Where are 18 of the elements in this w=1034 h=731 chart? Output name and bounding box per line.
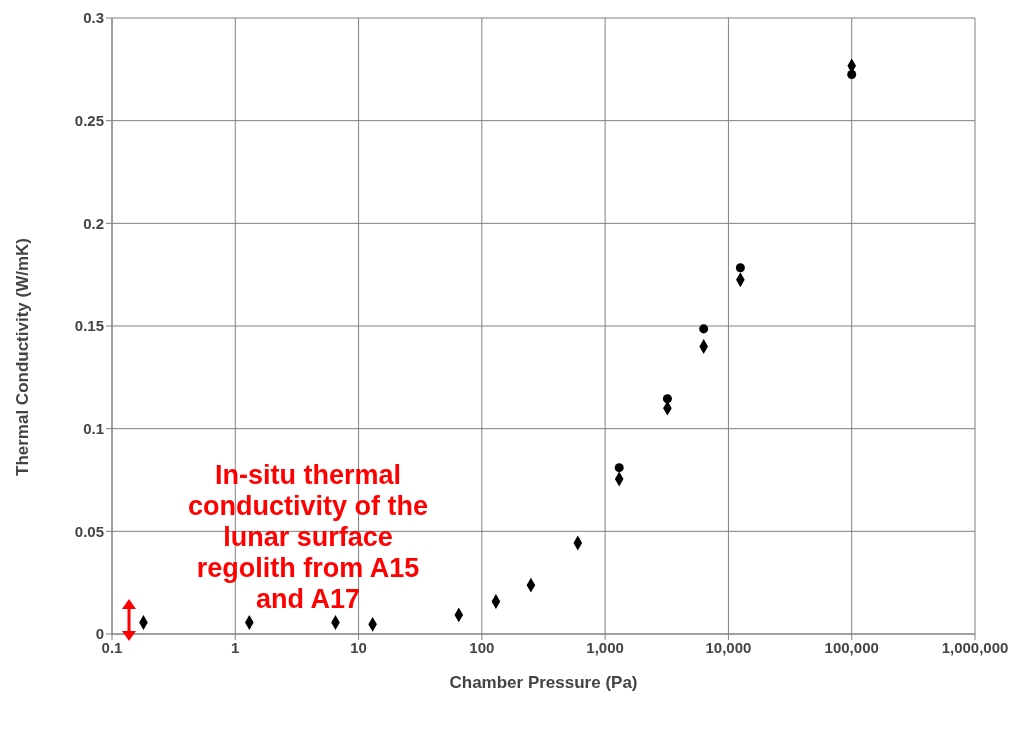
- y-tick-label: 0.3: [83, 9, 104, 27]
- x-tick-label: 100: [469, 638, 495, 656]
- x-tick-label: 10,000: [705, 638, 752, 656]
- x-tick-label: 10: [350, 638, 367, 656]
- y-tick-label: 0.25: [74, 111, 104, 129]
- x-tick-label: 0.1: [101, 638, 123, 656]
- y-tick-label: 0.2: [83, 214, 104, 232]
- y-tick-label: 0: [95, 625, 104, 643]
- x-tick-label: 1,000: [586, 638, 624, 656]
- annotation: In-situ thermal conductivity of the lunar surface regolith from A15 and A17: [187, 460, 429, 615]
- x-tick-label: 1: [231, 638, 240, 656]
- y-tick-label: 0.1: [83, 419, 104, 437]
- y-tick-label: 0.15: [74, 317, 104, 335]
- y-axis-title: Thermal Conductivity (W/mK): [13, 237, 33, 476]
- x-tick-label: 1,000,000: [941, 638, 1009, 656]
- x-tick-label: 100,000: [824, 638, 879, 656]
- x-axis-title: Chamber Pressure (Pa): [449, 673, 638, 692]
- y-tick-label: 0.05: [74, 522, 104, 540]
